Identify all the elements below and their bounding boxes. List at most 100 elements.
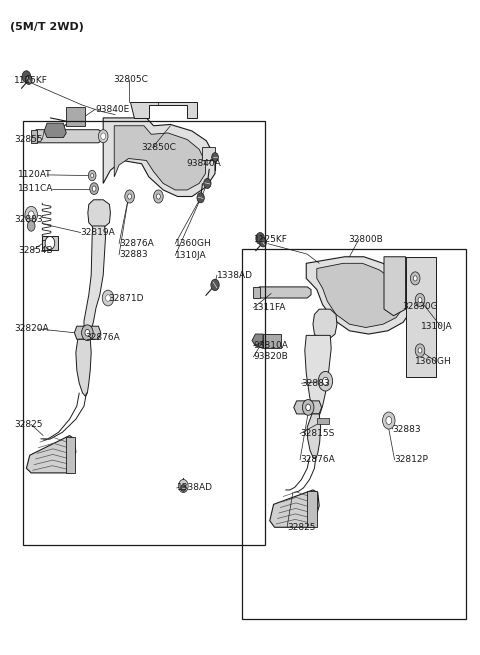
Circle shape	[27, 221, 35, 231]
Bar	[253, 287, 260, 298]
Text: 32805C: 32805C	[113, 75, 148, 84]
Circle shape	[212, 153, 218, 162]
Text: 32855: 32855	[14, 135, 43, 144]
Text: 1125KF: 1125KF	[254, 234, 288, 244]
Text: 1311CA: 1311CA	[18, 184, 54, 193]
Text: 32883: 32883	[119, 250, 148, 259]
Text: 32883: 32883	[393, 424, 421, 434]
Text: 32876A: 32876A	[300, 455, 335, 464]
Circle shape	[211, 279, 219, 291]
Circle shape	[102, 290, 114, 306]
Polygon shape	[44, 123, 66, 138]
Text: 1120AT: 1120AT	[18, 170, 52, 179]
Text: 32825: 32825	[14, 420, 43, 429]
Polygon shape	[306, 257, 412, 334]
Circle shape	[91, 174, 94, 178]
Circle shape	[82, 325, 93, 341]
Polygon shape	[384, 257, 406, 316]
Bar	[66, 437, 75, 473]
Circle shape	[256, 233, 264, 244]
Text: 93840A: 93840A	[186, 159, 221, 168]
Circle shape	[181, 485, 186, 491]
Circle shape	[85, 329, 90, 336]
Circle shape	[323, 377, 328, 385]
Circle shape	[101, 133, 106, 140]
Text: 32871D: 32871D	[108, 293, 144, 303]
Circle shape	[25, 206, 37, 223]
Circle shape	[418, 297, 422, 303]
Bar	[66, 107, 85, 126]
Circle shape	[125, 190, 134, 203]
Bar	[31, 130, 37, 143]
Text: 1338AD: 1338AD	[177, 483, 213, 493]
Circle shape	[302, 400, 314, 415]
Polygon shape	[74, 326, 101, 339]
Circle shape	[98, 130, 108, 143]
Circle shape	[106, 295, 110, 301]
Bar	[23, 121, 265, 545]
Text: 32876A: 32876A	[119, 239, 154, 248]
Circle shape	[179, 479, 188, 493]
Polygon shape	[317, 263, 403, 328]
Circle shape	[28, 211, 34, 219]
Circle shape	[90, 183, 98, 195]
Text: 32812P: 32812P	[395, 455, 429, 464]
Text: 32883: 32883	[14, 215, 43, 224]
Text: 1310JA: 1310JA	[421, 322, 453, 331]
Circle shape	[154, 190, 163, 203]
Text: 1338AD: 1338AD	[217, 271, 253, 280]
Circle shape	[156, 194, 160, 199]
Polygon shape	[307, 414, 321, 458]
Text: 32819A: 32819A	[81, 228, 115, 237]
Polygon shape	[270, 490, 319, 527]
Text: 93810A: 93810A	[253, 341, 288, 350]
Text: 1310JA: 1310JA	[175, 251, 207, 260]
Text: 32883: 32883	[301, 379, 330, 388]
Text: 32850C: 32850C	[142, 143, 177, 152]
Polygon shape	[202, 147, 215, 160]
Polygon shape	[305, 335, 331, 416]
Text: 1125KF: 1125KF	[14, 76, 48, 85]
Polygon shape	[88, 200, 110, 228]
Text: 32815S: 32815S	[300, 429, 335, 438]
Circle shape	[204, 178, 211, 189]
Circle shape	[92, 186, 96, 191]
Polygon shape	[103, 118, 215, 196]
Circle shape	[413, 276, 417, 281]
Circle shape	[386, 417, 392, 424]
Text: 32854B: 32854B	[18, 246, 53, 255]
Text: 1360GH: 1360GH	[175, 239, 212, 248]
Polygon shape	[259, 287, 311, 298]
Polygon shape	[42, 236, 58, 250]
Polygon shape	[252, 334, 263, 348]
Polygon shape	[313, 309, 337, 339]
Text: 32820A: 32820A	[14, 324, 49, 333]
Polygon shape	[36, 130, 103, 143]
Polygon shape	[406, 257, 436, 377]
Circle shape	[197, 193, 204, 203]
Text: 1311FA: 1311FA	[253, 303, 287, 312]
Text: 93820B: 93820B	[253, 352, 288, 362]
Polygon shape	[76, 339, 91, 396]
Circle shape	[306, 404, 311, 411]
Text: (5M/T 2WD): (5M/T 2WD)	[10, 22, 84, 32]
Circle shape	[418, 348, 422, 353]
Circle shape	[318, 371, 333, 391]
Text: 32830G: 32830G	[402, 302, 438, 311]
Polygon shape	[114, 126, 205, 190]
Text: 32825: 32825	[287, 523, 315, 532]
Polygon shape	[130, 102, 197, 118]
Circle shape	[260, 238, 266, 247]
Circle shape	[25, 75, 32, 84]
Text: 93840E: 93840E	[95, 105, 129, 114]
Circle shape	[22, 71, 31, 83]
Bar	[307, 491, 317, 527]
Circle shape	[88, 170, 96, 181]
Circle shape	[45, 236, 55, 250]
Circle shape	[415, 293, 425, 307]
Bar	[317, 418, 329, 424]
Text: 32800B: 32800B	[348, 234, 383, 244]
Bar	[242, 249, 466, 619]
Text: 1360GH: 1360GH	[415, 357, 452, 366]
Polygon shape	[84, 226, 106, 341]
